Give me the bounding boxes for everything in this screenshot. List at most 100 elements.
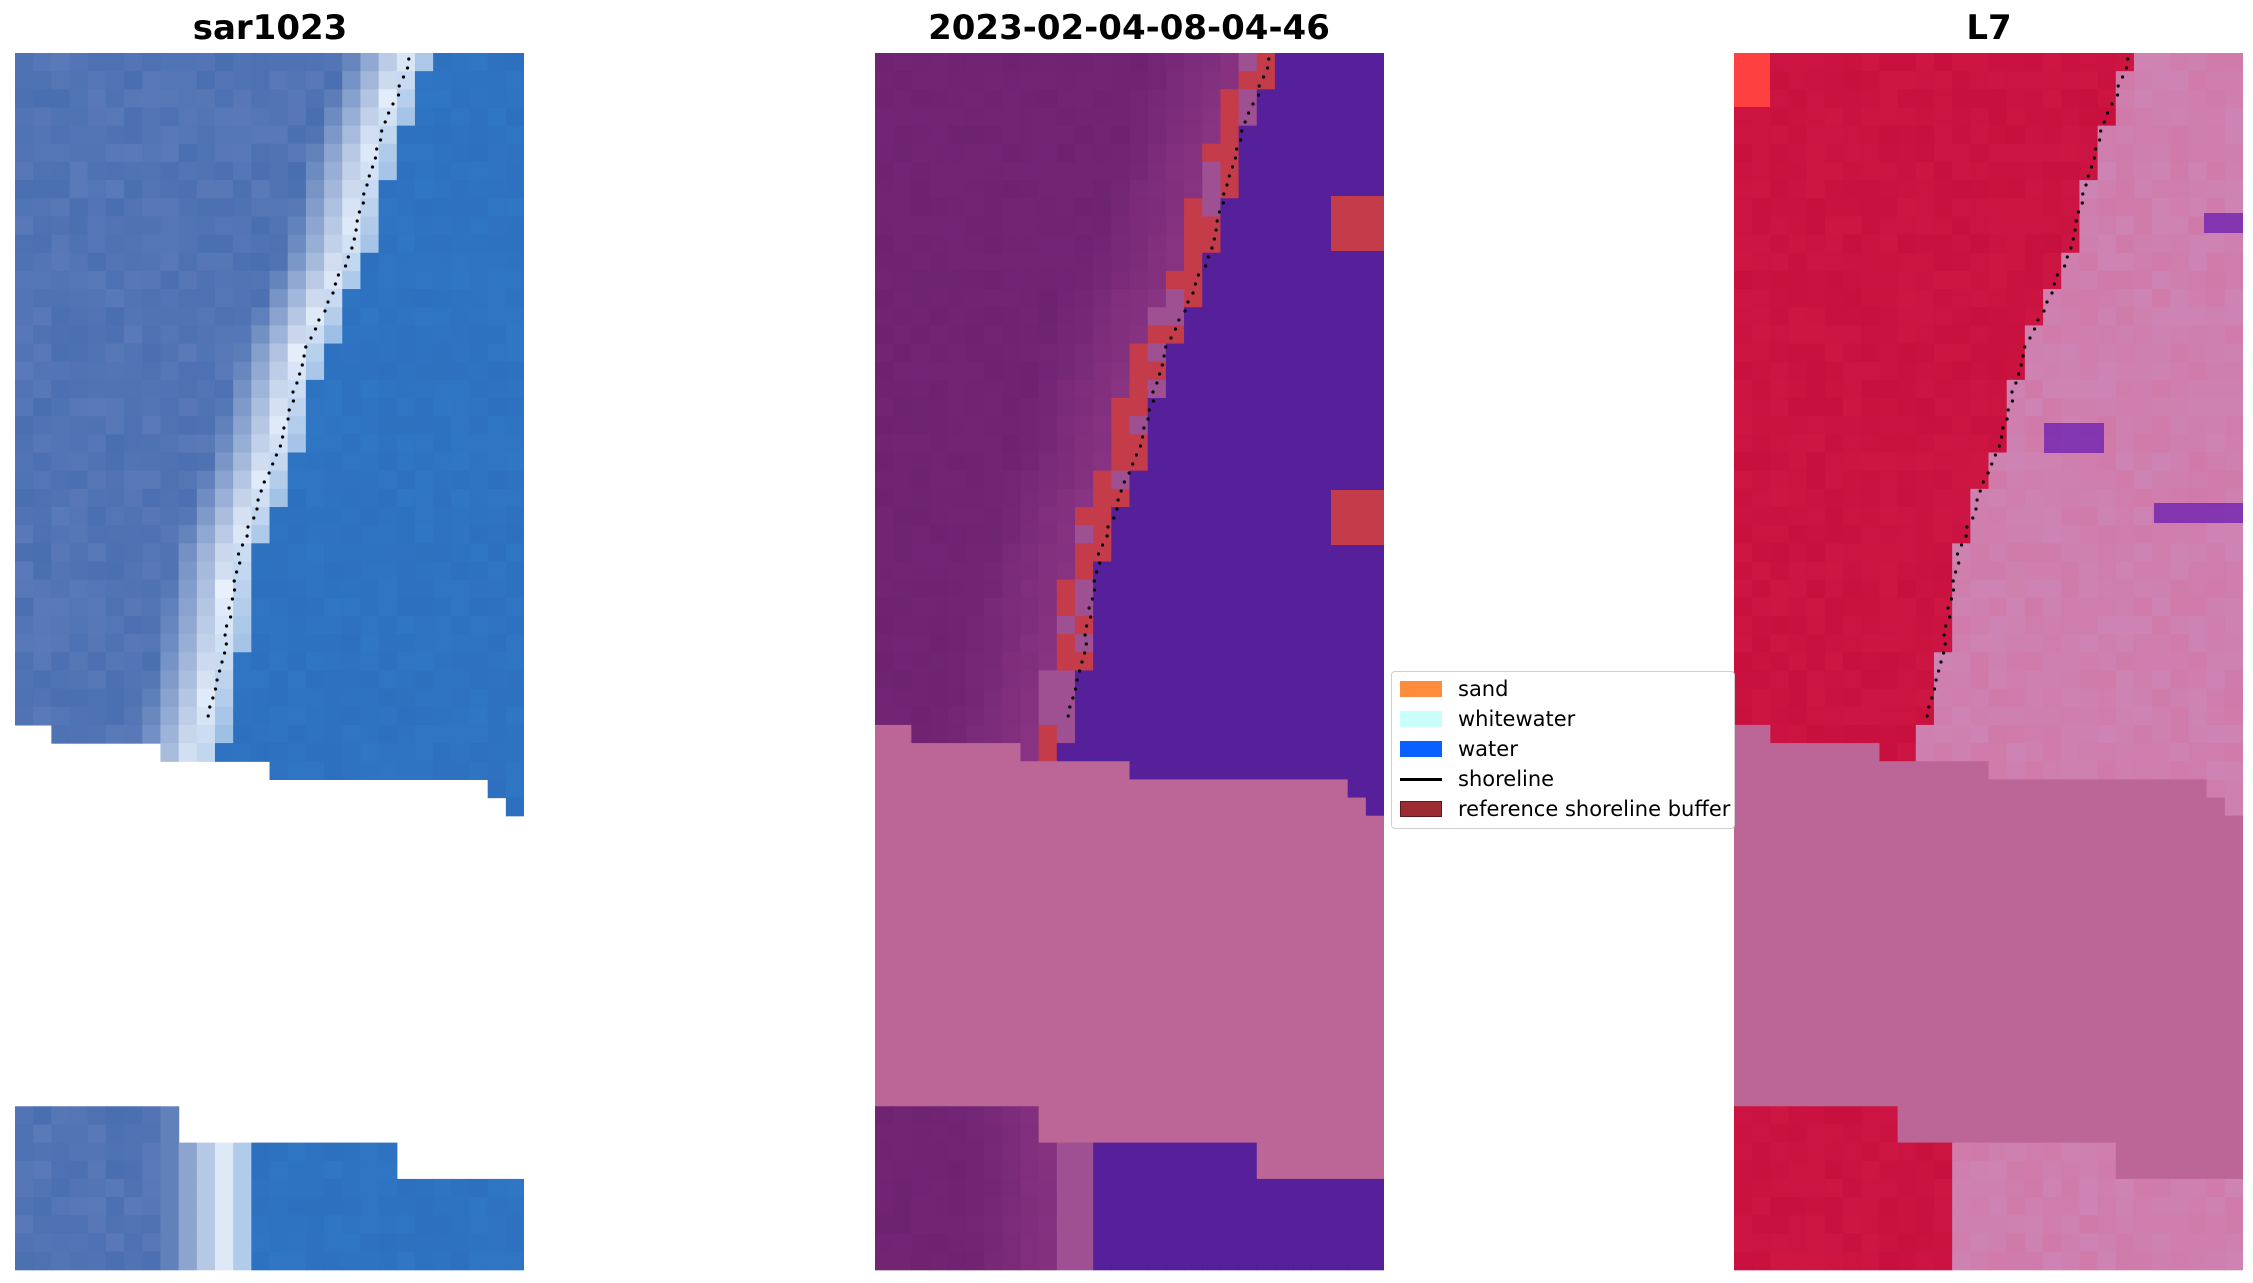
pixel-cell	[1915, 1015, 1935, 1035]
pixel-cell	[1020, 1215, 1040, 1234]
pixel-cell	[2188, 53, 2208, 72]
pixel-cell	[1988, 1015, 2008, 1035]
pixel-cell	[1311, 779, 1331, 799]
pixel-cell	[1165, 434, 1185, 454]
pixel-cell	[965, 761, 985, 780]
pixel-cell	[178, 1142, 198, 1162]
pixel-cell	[1256, 833, 1276, 853]
pixel-cell	[2043, 670, 2062, 690]
pixel-cell	[911, 89, 931, 109]
pixel-cell	[1147, 180, 1167, 199]
pixel-cell	[965, 797, 985, 817]
pixel-cell	[1752, 743, 1771, 762]
pixel-cell	[2188, 325, 2208, 345]
pixel-cell	[324, 125, 343, 145]
pixel-cell	[1038, 1088, 1058, 1107]
pixel-cell	[124, 161, 143, 181]
pixel-cell	[69, 1197, 89, 1216]
pixel-cell	[505, 615, 524, 635]
pixel-cell	[1111, 797, 1131, 817]
pixel-cell	[124, 252, 143, 272]
pixel-cell	[1093, 343, 1112, 363]
shoreline-point	[367, 174, 371, 178]
pixel-cell	[929, 180, 949, 199]
pixel-cell	[2188, 688, 2208, 708]
pixel-cell	[2043, 343, 2062, 363]
pixel-cell	[487, 579, 507, 599]
pixel-cell	[947, 488, 967, 508]
pixel-cell	[2206, 1015, 2226, 1035]
pixel-cell	[1311, 1033, 1331, 1053]
pixel-cell	[1897, 1124, 1917, 1144]
shoreline-point	[1116, 498, 1120, 502]
pixel-cell	[1238, 852, 1258, 871]
pixel-cell	[1184, 1142, 1203, 1162]
pixel-cell	[33, 706, 52, 726]
pixel-cell	[2224, 870, 2243, 889]
pixel-cell	[2043, 452, 2062, 472]
pixel-cell	[451, 180, 471, 199]
pixel-cell	[1970, 543, 1990, 563]
pixel-cell	[1311, 888, 1331, 908]
pixel-cell	[984, 688, 1003, 708]
pixel-cell	[324, 398, 343, 417]
pixel-cell	[2133, 652, 2153, 672]
pixel-cell	[1111, 561, 1131, 581]
pixel-cell	[2043, 797, 2062, 817]
pixel-cell	[469, 1197, 489, 1216]
pixel-cell	[1752, 252, 1771, 272]
pixel-cell	[1933, 852, 1953, 871]
pixel-cell	[1093, 307, 1112, 326]
pixel-cell	[1129, 670, 1149, 690]
pixel-cell	[396, 270, 416, 290]
pixel-cell	[1274, 361, 1294, 381]
pixel-cell	[1843, 234, 1862, 254]
pixel-cell	[2170, 852, 2190, 871]
pixel-cell	[396, 89, 416, 109]
pixel-cell	[451, 89, 471, 109]
pixel-cell	[1129, 1197, 1149, 1216]
pixel-cell	[1806, 53, 1826, 72]
pixel-cell	[2206, 961, 2226, 980]
pixel-cell	[105, 1251, 125, 1271]
pixel-cell	[1056, 1197, 1076, 1216]
pixel-cell	[233, 343, 252, 363]
pixel-cell	[1311, 470, 1331, 490]
pixel-cell	[2206, 107, 2226, 127]
pixel-cell	[2206, 870, 2226, 889]
pixel-cell	[1274, 125, 1294, 145]
pixel-cell	[1074, 434, 1094, 454]
pixel-cell	[396, 724, 416, 744]
pixel-cell	[1056, 979, 1076, 998]
pixel-cell	[1879, 1106, 1899, 1126]
pixel-cell	[2115, 833, 2135, 853]
pixel-cell	[1843, 361, 1862, 381]
shoreline-point	[1089, 615, 1093, 619]
pixel-cell	[433, 53, 452, 72]
pixel-cell	[233, 724, 252, 744]
pixel-cell	[2115, 1051, 2135, 1071]
pixel-cell	[1915, 1051, 1935, 1071]
pixel-cell	[2188, 289, 2208, 308]
pixel-cell	[1970, 343, 1990, 363]
pixel-cell	[178, 743, 198, 762]
pixel-cell	[342, 416, 362, 435]
pixel-cell	[305, 706, 325, 726]
pixel-cell	[196, 307, 216, 326]
pixel-cell	[1074, 1215, 1094, 1234]
pixel-cell	[1734, 216, 1753, 236]
shoreline-point	[370, 165, 375, 169]
pixel-cell	[1915, 870, 1935, 889]
pixel-cell	[1129, 942, 1149, 962]
pixel-cell	[214, 597, 234, 617]
pixel-cell	[342, 198, 362, 218]
pixel-cell	[251, 743, 271, 762]
pixel-cell	[947, 416, 967, 435]
pixel-cell	[433, 452, 452, 472]
pixel-cell	[233, 706, 252, 726]
pixel-cell	[2206, 71, 2226, 90]
pixel-cell	[196, 216, 216, 236]
pixel-cell	[1020, 906, 1040, 926]
pixel-cell	[1093, 997, 1112, 1017]
pixel-cell	[1093, 833, 1112, 853]
